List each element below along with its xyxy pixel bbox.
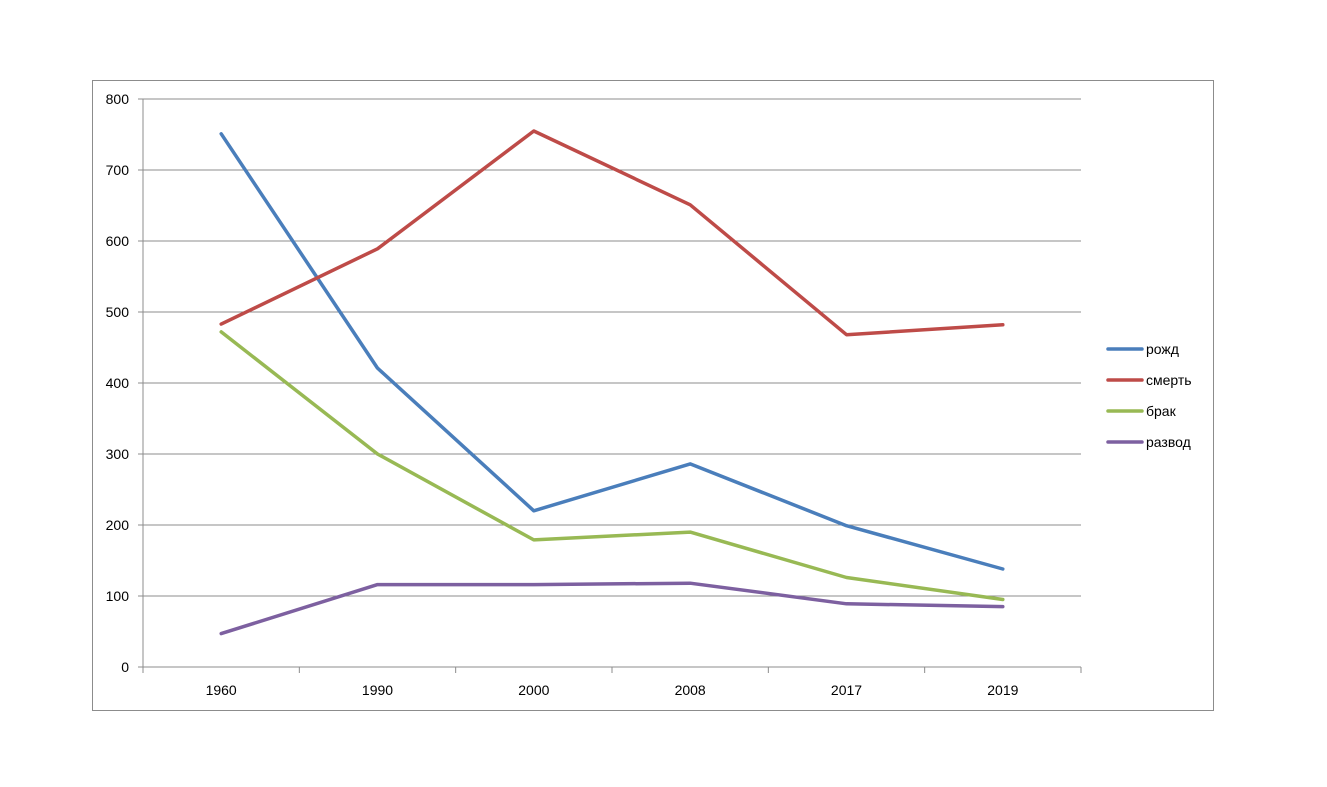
series-lines xyxy=(219,129,1005,636)
chart-frame xyxy=(92,80,1214,711)
legend: рожд смерть брак развод xyxy=(1106,341,1192,450)
gridlines xyxy=(143,98,1081,597)
y-tick-label: 400 xyxy=(106,375,130,391)
legend-label: развод xyxy=(1146,434,1191,450)
series-line-развод xyxy=(219,581,1005,636)
y-tick-label: 300 xyxy=(106,446,130,462)
legend-label: брак xyxy=(1146,403,1177,419)
y-tick-label: 800 xyxy=(106,91,130,107)
y-tick-label: 700 xyxy=(106,162,130,178)
x-tick-label: 2008 xyxy=(675,682,706,698)
x-tick-label: 2000 xyxy=(518,682,549,698)
x-tick-label: 1960 xyxy=(206,682,237,698)
series-line-смерть xyxy=(219,129,1005,337)
axes: 0 100 200 300 400 500 600 700 800 1960 1990 2000 200… xyxy=(106,91,1082,698)
legend-label: рожд xyxy=(1146,341,1179,357)
y-tick-label: 200 xyxy=(106,517,130,533)
y-tick-label: 100 xyxy=(106,588,130,604)
y-tick-label: 600 xyxy=(106,233,130,249)
y-tick-label: 500 xyxy=(106,304,130,320)
series-line-брак xyxy=(219,330,1005,602)
x-tick-label: 1990 xyxy=(362,682,393,698)
x-tick-label: 2019 xyxy=(987,682,1018,698)
legend-label: смерть xyxy=(1146,372,1192,388)
series-line-рожд xyxy=(219,132,1005,571)
y-tick-label: 0 xyxy=(121,659,129,675)
x-tick-label: 2017 xyxy=(831,682,862,698)
